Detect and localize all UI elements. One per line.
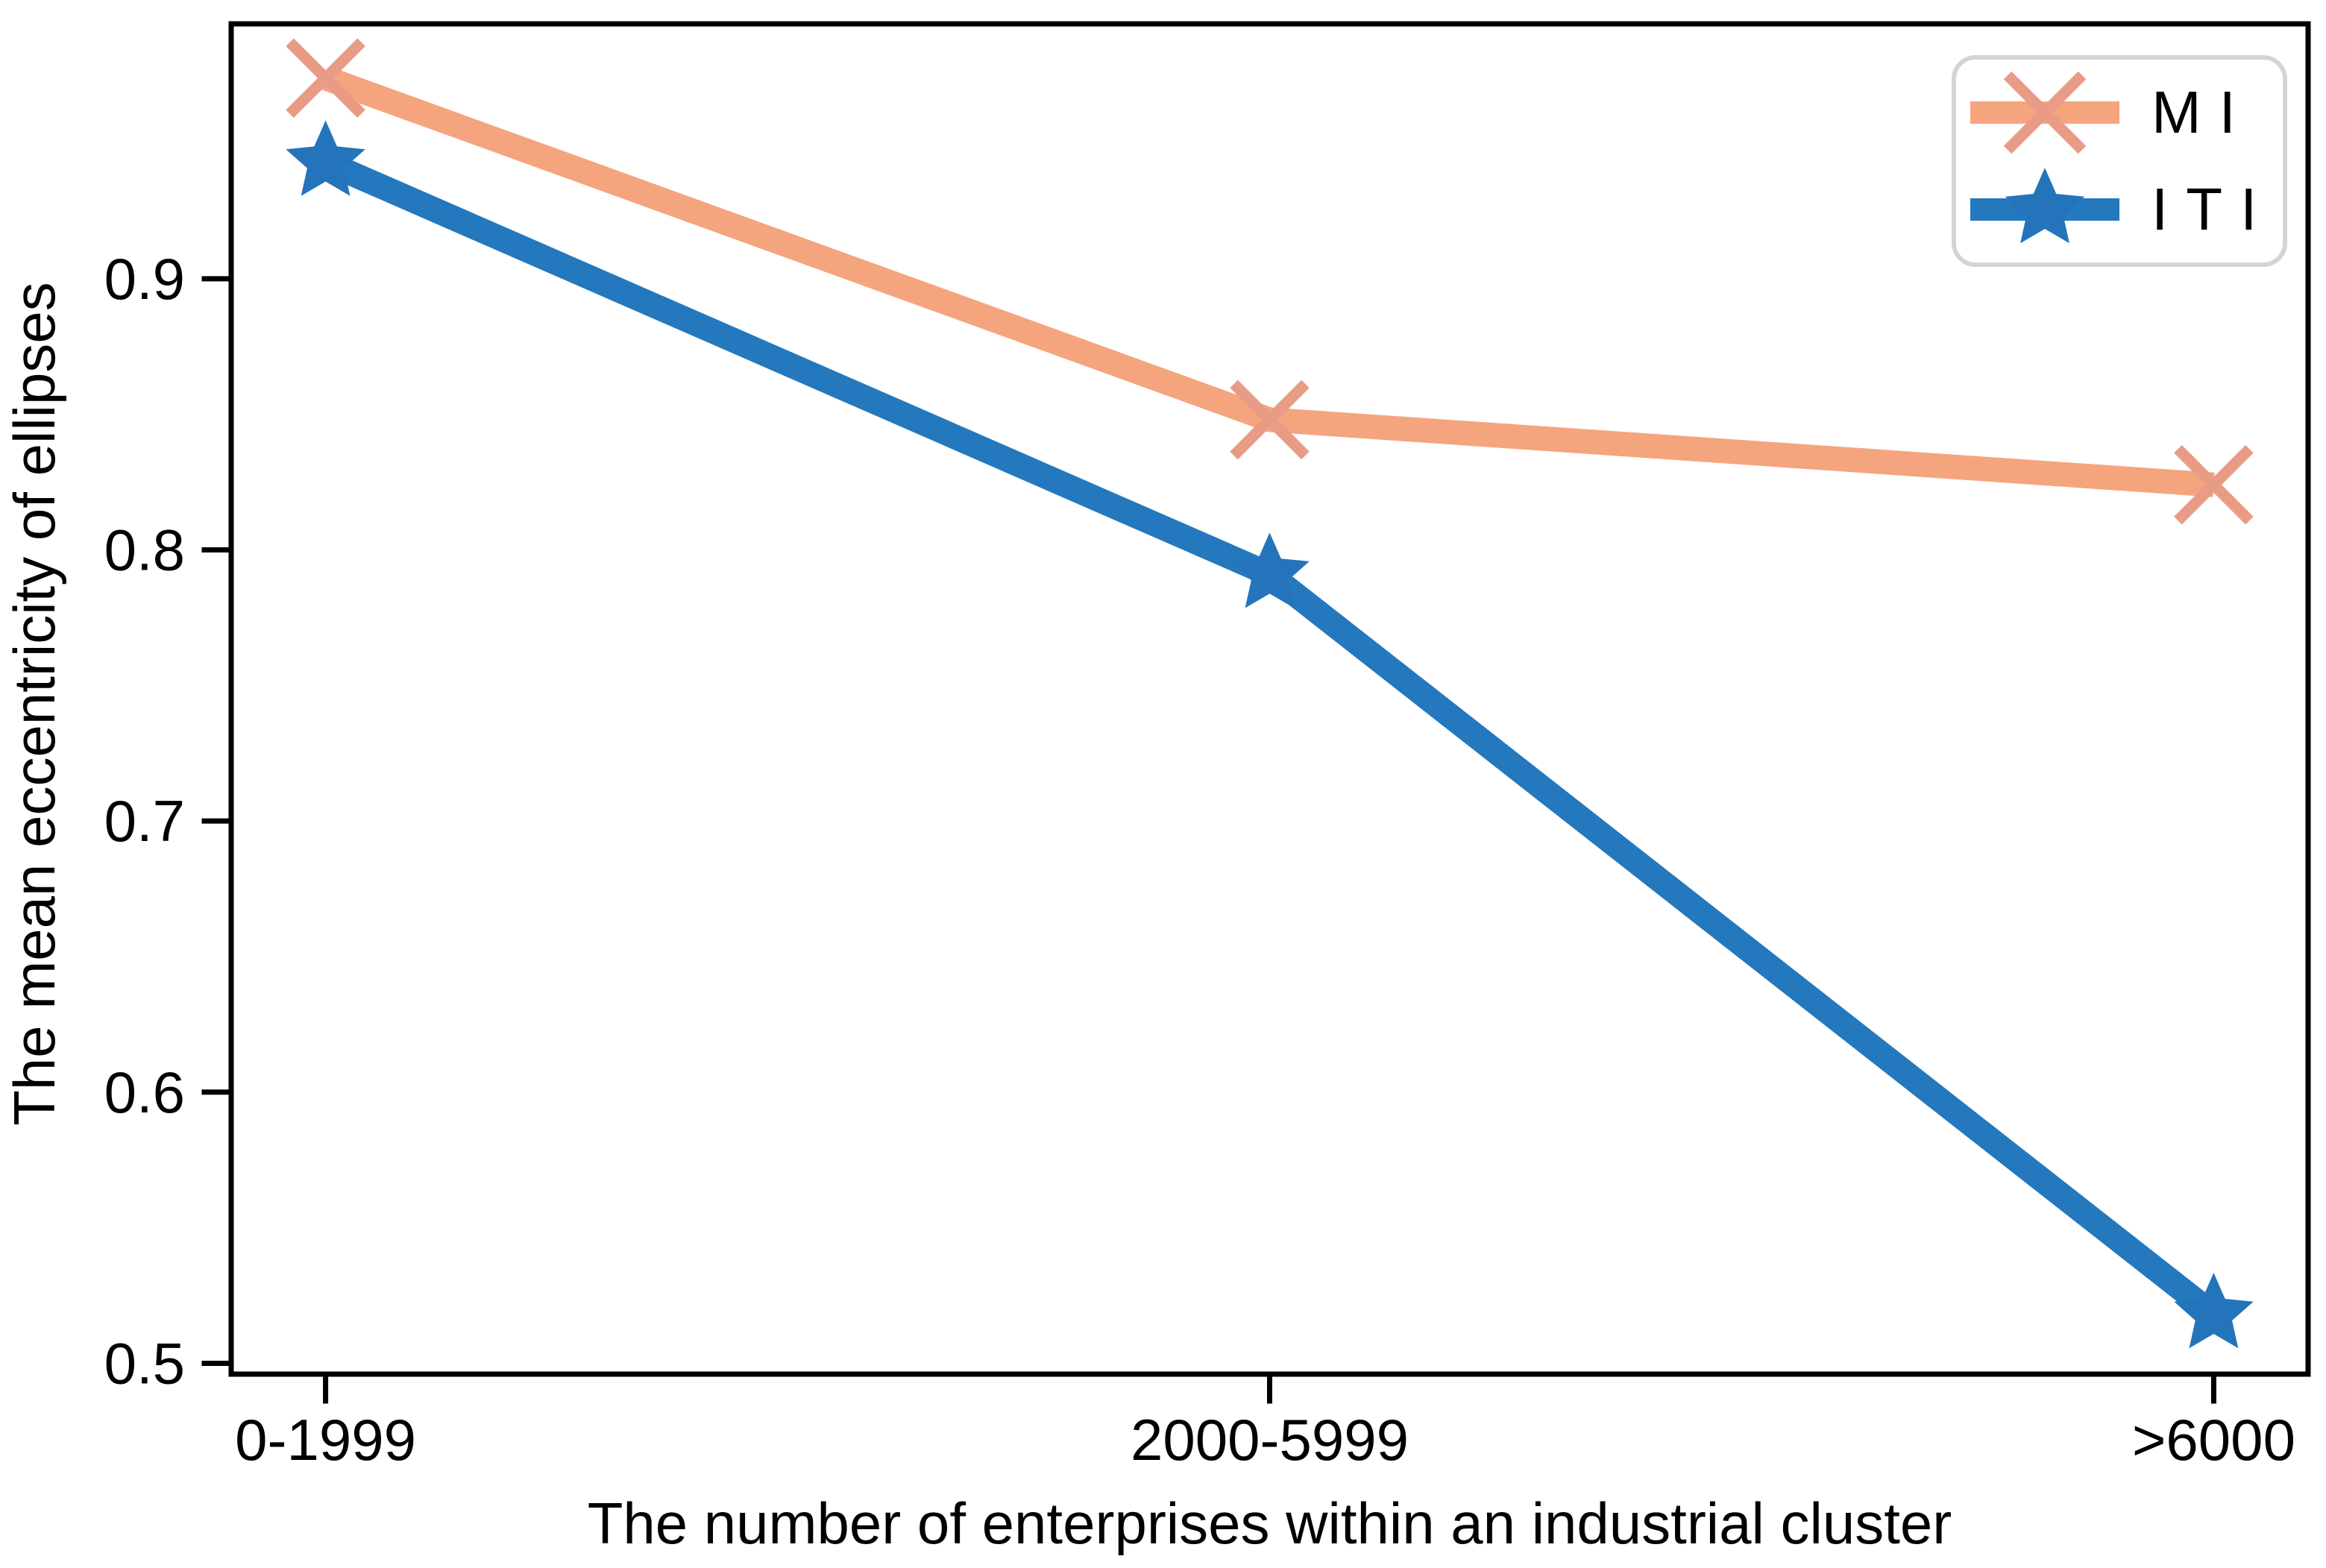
- x-tick-label: >6000: [2132, 1407, 2295, 1473]
- legend-label-mi: MI: [2151, 78, 2254, 145]
- y-tick-label: 0.5: [104, 1330, 185, 1396]
- x-tick-label: 0-1999: [235, 1407, 416, 1473]
- mi-line-x-marker-icon: [1970, 71, 2119, 154]
- y-tick-label: 0.8: [104, 517, 185, 582]
- legend-item-iti: ITI: [1967, 165, 2283, 254]
- iti-line: [320, 151, 2222, 1324]
- iti-star-marker: [286, 120, 365, 196]
- y-tick-label: 0.9: [104, 246, 185, 312]
- mi-x-marker: [286, 38, 365, 119]
- y-axis-title: The mean eccentricity of ellipses: [1, 282, 67, 1126]
- iti-line-star-marker-icon: [1970, 168, 2119, 244]
- mi-x-marker: [2174, 444, 2254, 525]
- legend-item-mi: MI: [1967, 68, 2283, 157]
- iti-star-marker: [1230, 532, 1310, 608]
- x-axis-title: The number of enterprises within an indu…: [587, 1490, 1952, 1556]
- legend-label-iti: ITI: [2151, 176, 2275, 243]
- y-tick-label: 0.6: [104, 1059, 185, 1125]
- x-tick-label: 2000-5999: [1131, 1407, 1409, 1473]
- legend: MI ITI: [1952, 55, 2287, 267]
- plot-border: [228, 21, 2311, 1377]
- iti-star-marker: [2174, 1273, 2254, 1349]
- y-tick-label: 0.7: [104, 788, 185, 854]
- mi-x-marker: [1230, 380, 1310, 460]
